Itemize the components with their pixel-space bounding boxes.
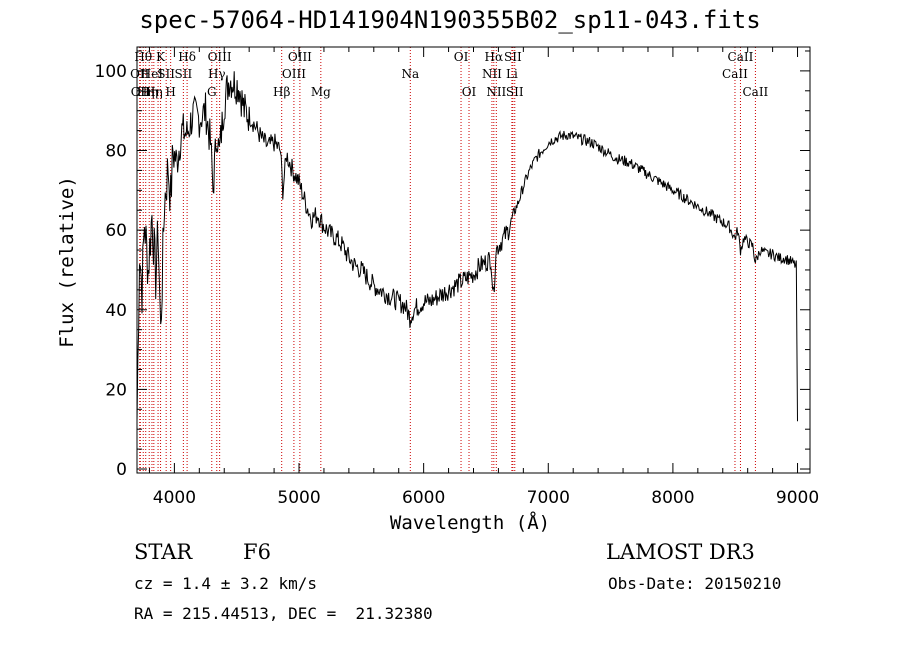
spectral-line-label: K bbox=[156, 50, 166, 64]
x-tick-label: 4000 bbox=[153, 488, 196, 508]
x-tick-label: 9000 bbox=[776, 488, 819, 508]
spectral-line-label: SII bbox=[157, 67, 175, 81]
redshift-text: cz = 1.4 ± 3.2 km/s bbox=[134, 574, 318, 593]
spectral-line-label: CaII bbox=[728, 50, 754, 64]
spectral-subclass: F6 bbox=[243, 540, 271, 564]
spectral-line-label: Hθ bbox=[134, 50, 152, 64]
spectral-line-label: CaII bbox=[742, 85, 768, 99]
spectral-line-label: NII bbox=[482, 67, 502, 81]
spectral-line-label: OII bbox=[131, 85, 151, 99]
spectral-line-label: Li bbox=[506, 67, 518, 81]
spectral-line-label: Hα bbox=[485, 50, 504, 64]
y-tick-label: 40 bbox=[105, 301, 127, 321]
y-tick-label: 80 bbox=[105, 142, 127, 162]
y-axis-ticks: 0 20 40 60 80 100 bbox=[95, 50, 810, 480]
spectral-line-label: G bbox=[207, 85, 217, 99]
x-axis-ticks: 4000 5000 6000 7000 8000 9000 bbox=[148, 47, 819, 508]
y-tick-label: 100 bbox=[95, 62, 127, 82]
chart-title: spec-57064-HD141904N190355B02_sp11-043.f… bbox=[139, 6, 761, 34]
spectral-line-label: SII bbox=[175, 67, 193, 81]
spectrum-line bbox=[136, 71, 798, 422]
observation-date: Obs-Date: 20150210 bbox=[608, 574, 782, 593]
spectral-line-label: H bbox=[165, 85, 175, 99]
spectral-line-label: Hη bbox=[145, 85, 163, 99]
spectral-line-label: OIII bbox=[208, 50, 232, 64]
y-tick-label: 0 bbox=[116, 460, 127, 480]
spectral-line-label: Hη bbox=[140, 85, 158, 99]
y-axis-label: Flux (relative) bbox=[56, 176, 78, 348]
x-axis-label: Wavelength (Å) bbox=[390, 511, 550, 534]
x-tick-label: 6000 bbox=[402, 488, 445, 508]
spectral-line-label: OIII bbox=[288, 50, 312, 64]
spectral-line-label: OIII bbox=[282, 67, 306, 81]
coordinates: RA = 215.44513, DEC = 21.32380 bbox=[134, 604, 433, 623]
spectral-line-label: SII bbox=[506, 85, 524, 99]
spectral-line-label: Hβ bbox=[273, 85, 290, 99]
spectral-line-label: OI bbox=[462, 85, 477, 99]
spectral-line-label: Hη bbox=[137, 85, 155, 99]
plot-frame bbox=[136, 46, 811, 474]
spectral-line-label: CaII bbox=[722, 67, 748, 81]
spectral-line-label: Hδ bbox=[178, 50, 196, 64]
y-tick-label: 20 bbox=[105, 380, 127, 400]
spectral-line-label: Na bbox=[401, 67, 419, 81]
spectral-line-markers bbox=[139, 47, 756, 473]
x-tick-label: 8000 bbox=[651, 488, 694, 508]
y-tick-label: 60 bbox=[105, 221, 127, 241]
spectral-line-label: SII bbox=[504, 50, 522, 64]
spectral-line-label: Mg bbox=[311, 85, 331, 99]
x-tick-label: 5000 bbox=[277, 488, 320, 508]
spectral-line-label: NII bbox=[486, 85, 506, 99]
survey-name: LAMOST DR3 bbox=[606, 540, 755, 564]
object-class: STAR bbox=[134, 540, 193, 564]
spectral-line-label: OI bbox=[454, 50, 469, 64]
x-tick-label: 7000 bbox=[527, 488, 570, 508]
spectral-line-label: Hγ bbox=[208, 67, 226, 81]
spectral-line-labels: OIIOIIHθHηHηHeIHηKSIIHSIIHδGHγOIIIHβOIII… bbox=[130, 50, 768, 99]
